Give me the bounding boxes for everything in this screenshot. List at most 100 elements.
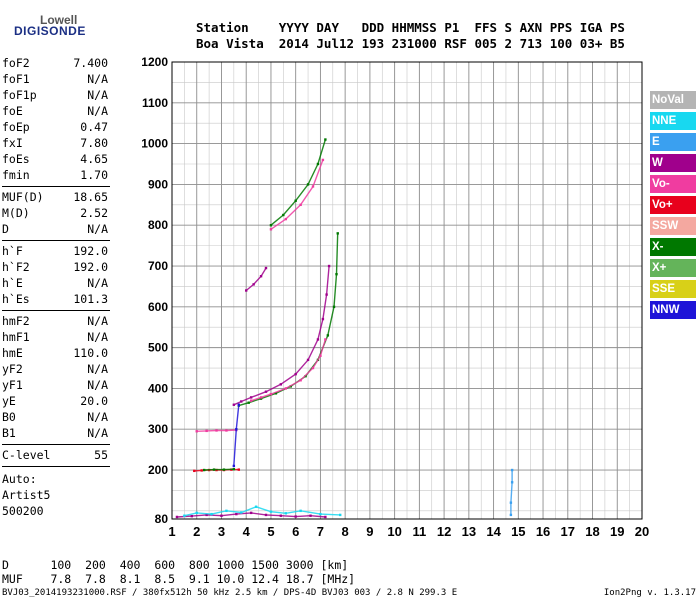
x-tick-label: 6 — [292, 524, 299, 539]
data-point — [282, 213, 285, 217]
trace-line — [510, 470, 513, 515]
legend-item-nnw: NNW — [650, 301, 696, 319]
param-value: 2.52 — [80, 206, 108, 220]
param-value: 7.400 — [73, 56, 108, 70]
data-point — [311, 185, 315, 188]
data-point — [325, 293, 328, 296]
param-name: foF1 — [2, 72, 30, 86]
x-tick-label: 5 — [267, 524, 274, 539]
data-point — [321, 317, 325, 321]
data-point — [309, 514, 312, 517]
data-point — [264, 266, 268, 270]
x-tick-label: 20 — [635, 524, 649, 539]
data-point — [316, 338, 320, 341]
autoscale-line: Auto: — [2, 472, 37, 486]
data-point — [264, 513, 268, 517]
y-tick-label: 1100 — [142, 96, 168, 110]
x-tick-label: 7 — [317, 524, 324, 539]
param-name: fmin — [2, 168, 30, 182]
data-point — [319, 512, 322, 516]
y-tick-label: 1000 — [141, 137, 168, 151]
data-point — [259, 396, 263, 399]
data-point — [259, 397, 263, 400]
param-value: N/A — [87, 276, 108, 290]
data-point — [269, 510, 273, 513]
param-name: foEs — [2, 152, 30, 166]
data-point — [316, 162, 320, 166]
param-value: N/A — [87, 362, 108, 376]
data-point — [202, 468, 206, 472]
data-point — [264, 390, 268, 393]
data-point — [332, 305, 336, 309]
data-point — [232, 464, 236, 468]
param-row: yF1 N/A — [2, 378, 108, 394]
x-tick-label: 14 — [486, 524, 501, 539]
data-point — [232, 403, 236, 406]
legend-item-noval: NoVal — [650, 91, 696, 109]
data-point — [240, 511, 243, 514]
data-point — [294, 372, 297, 376]
param-name: foF1p — [2, 88, 37, 102]
data-point — [269, 392, 273, 396]
x-tick-label: 12 — [437, 524, 451, 539]
data-point — [205, 429, 208, 433]
param-separator — [2, 466, 110, 467]
y-tick-label: 800 — [148, 218, 168, 232]
autoscale-line: 500200 — [2, 504, 44, 518]
param-separator — [2, 240, 110, 241]
legend-item-x: X+ — [650, 259, 696, 277]
data-point — [335, 272, 338, 276]
data-point — [324, 515, 327, 519]
data-point — [232, 468, 236, 471]
data-point — [200, 469, 203, 472]
data-point — [509, 501, 513, 504]
data-point — [324, 338, 327, 341]
param-name: yE — [2, 394, 16, 408]
data-point — [205, 513, 208, 517]
param-value: N/A — [87, 314, 108, 328]
data-point — [321, 158, 325, 162]
param-name: h`F2 — [2, 260, 30, 274]
param-row: h`F2 192.0 — [2, 260, 108, 276]
x-tick-label: 19 — [610, 524, 624, 539]
data-point — [299, 509, 302, 513]
data-point — [237, 468, 240, 471]
param-separator — [2, 310, 110, 311]
data-point — [311, 366, 315, 370]
y-tick-label: 80 — [155, 512, 169, 526]
data-point — [319, 354, 322, 357]
param-value: 101.3 — [73, 292, 108, 306]
trace-line — [270, 139, 327, 226]
x-tick-label: 18 — [585, 524, 599, 539]
param-row: fxI 7.80 — [2, 136, 108, 152]
data-point — [220, 514, 223, 517]
param-row: B1 N/A — [2, 426, 108, 442]
param-separator — [2, 444, 110, 445]
data-point — [284, 217, 287, 221]
data-point — [249, 511, 253, 515]
legend-item-e: E — [650, 133, 696, 151]
data-point — [225, 429, 228, 432]
param-row: M(D) 2.52 — [2, 206, 108, 222]
legend-item-vo: Vo+ — [650, 196, 696, 214]
legend-item-sse: SSE — [650, 280, 696, 298]
legend-item-vo: Vo- — [650, 175, 696, 193]
param-value: N/A — [87, 72, 108, 86]
x-tick-label: 1 — [168, 524, 175, 539]
trace-line — [250, 339, 327, 402]
x-tick-label: 2 — [193, 524, 200, 539]
param-row: foF1p N/A — [2, 88, 108, 104]
data-point — [215, 429, 218, 432]
param-name: foE — [2, 104, 23, 118]
plot-frame — [171, 61, 643, 520]
data-point — [510, 481, 514, 484]
param-value: N/A — [87, 88, 108, 102]
param-name: B1 — [2, 426, 16, 440]
param-name: M(D) — [2, 206, 30, 220]
param-value: 4.65 — [80, 152, 108, 166]
footer-muf-row: MUF 7.8 7.8 8.1 8.5 9.1 10.0 12.4 18.7 [… — [2, 572, 356, 586]
param-row: foE N/A — [2, 104, 108, 120]
param-row: foF2 7.400 — [2, 56, 108, 72]
param-name: foEp — [2, 120, 30, 134]
